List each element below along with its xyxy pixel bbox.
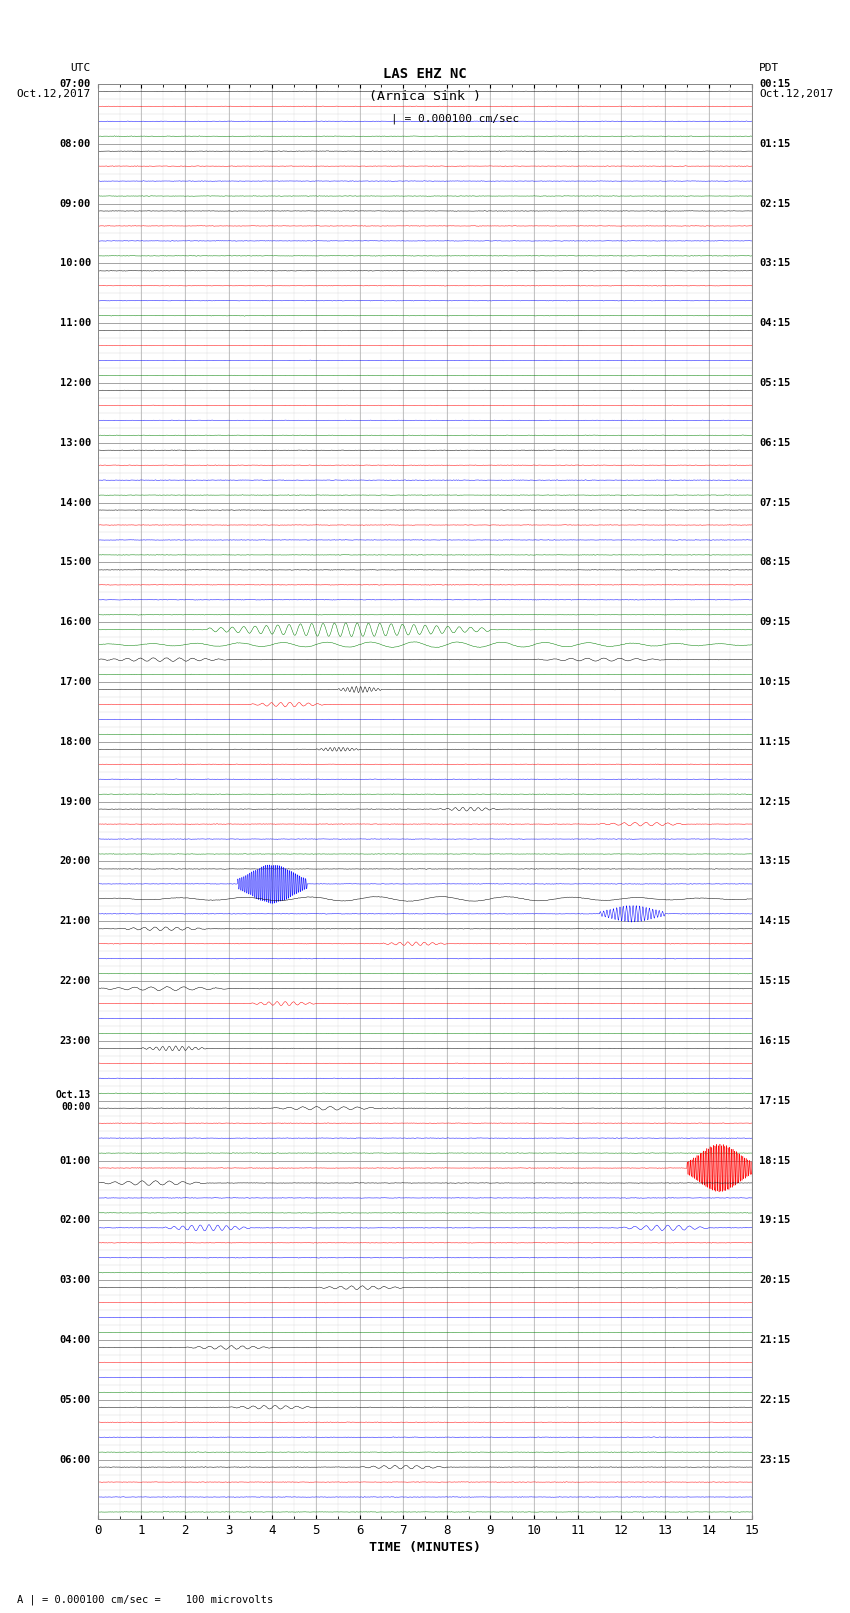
- Text: 02:15: 02:15: [759, 198, 791, 208]
- Text: 04:15: 04:15: [759, 318, 791, 327]
- Text: 11:15: 11:15: [759, 737, 791, 747]
- Text: 03:15: 03:15: [759, 258, 791, 268]
- Text: 08:00: 08:00: [60, 139, 91, 148]
- Text: 20:15: 20:15: [759, 1276, 791, 1286]
- Text: 07:15: 07:15: [759, 497, 791, 508]
- Text: UTC: UTC: [71, 63, 91, 73]
- Text: A | = 0.000100 cm/sec =    100 microvolts: A | = 0.000100 cm/sec = 100 microvolts: [17, 1594, 273, 1605]
- Text: LAS EHZ NC: LAS EHZ NC: [383, 66, 467, 81]
- X-axis label: TIME (MINUTES): TIME (MINUTES): [369, 1542, 481, 1555]
- Text: 17:15: 17:15: [759, 1095, 791, 1107]
- Text: 01:15: 01:15: [759, 139, 791, 148]
- Text: 17:00: 17:00: [60, 677, 91, 687]
- Text: 12:15: 12:15: [759, 797, 791, 806]
- Text: 13:00: 13:00: [60, 437, 91, 448]
- Text: 12:00: 12:00: [60, 377, 91, 389]
- Text: 15:15: 15:15: [759, 976, 791, 986]
- Text: 06:15: 06:15: [759, 437, 791, 448]
- Text: 02:00: 02:00: [60, 1215, 91, 1226]
- Text: 16:15: 16:15: [759, 1036, 791, 1045]
- Text: 21:15: 21:15: [759, 1336, 791, 1345]
- Text: 10:15: 10:15: [759, 677, 791, 687]
- Text: 22:00: 22:00: [60, 976, 91, 986]
- Text: Oct.12,2017: Oct.12,2017: [759, 89, 833, 98]
- Text: 05:15: 05:15: [759, 377, 791, 389]
- Text: 19:15: 19:15: [759, 1215, 791, 1226]
- Text: Oct.13
00:00: Oct.13 00:00: [56, 1090, 91, 1111]
- Text: 23:00: 23:00: [60, 1036, 91, 1045]
- Text: 09:00: 09:00: [60, 198, 91, 208]
- Text: Oct.12,2017: Oct.12,2017: [17, 89, 91, 98]
- Text: 14:15: 14:15: [759, 916, 791, 926]
- Text: (Arnica Sink ): (Arnica Sink ): [369, 90, 481, 103]
- Text: 05:00: 05:00: [60, 1395, 91, 1405]
- Text: 04:00: 04:00: [60, 1336, 91, 1345]
- Text: 10:00: 10:00: [60, 258, 91, 268]
- Text: 01:00: 01:00: [60, 1155, 91, 1166]
- Text: 19:00: 19:00: [60, 797, 91, 806]
- Text: 03:00: 03:00: [60, 1276, 91, 1286]
- Text: | = 0.000100 cm/sec: | = 0.000100 cm/sec: [391, 113, 519, 124]
- Text: 15:00: 15:00: [60, 558, 91, 568]
- Text: 14:00: 14:00: [60, 497, 91, 508]
- Text: 22:15: 22:15: [759, 1395, 791, 1405]
- Text: 20:00: 20:00: [60, 857, 91, 866]
- Text: 09:15: 09:15: [759, 618, 791, 627]
- Text: 21:00: 21:00: [60, 916, 91, 926]
- Text: PDT: PDT: [759, 63, 779, 73]
- Text: 18:15: 18:15: [759, 1155, 791, 1166]
- Text: 16:00: 16:00: [60, 618, 91, 627]
- Text: 11:00: 11:00: [60, 318, 91, 327]
- Text: 13:15: 13:15: [759, 857, 791, 866]
- Text: 07:00: 07:00: [60, 79, 91, 89]
- Text: 00:15: 00:15: [759, 79, 791, 89]
- Text: 23:15: 23:15: [759, 1455, 791, 1465]
- Text: 06:00: 06:00: [60, 1455, 91, 1465]
- Text: 18:00: 18:00: [60, 737, 91, 747]
- Text: 08:15: 08:15: [759, 558, 791, 568]
